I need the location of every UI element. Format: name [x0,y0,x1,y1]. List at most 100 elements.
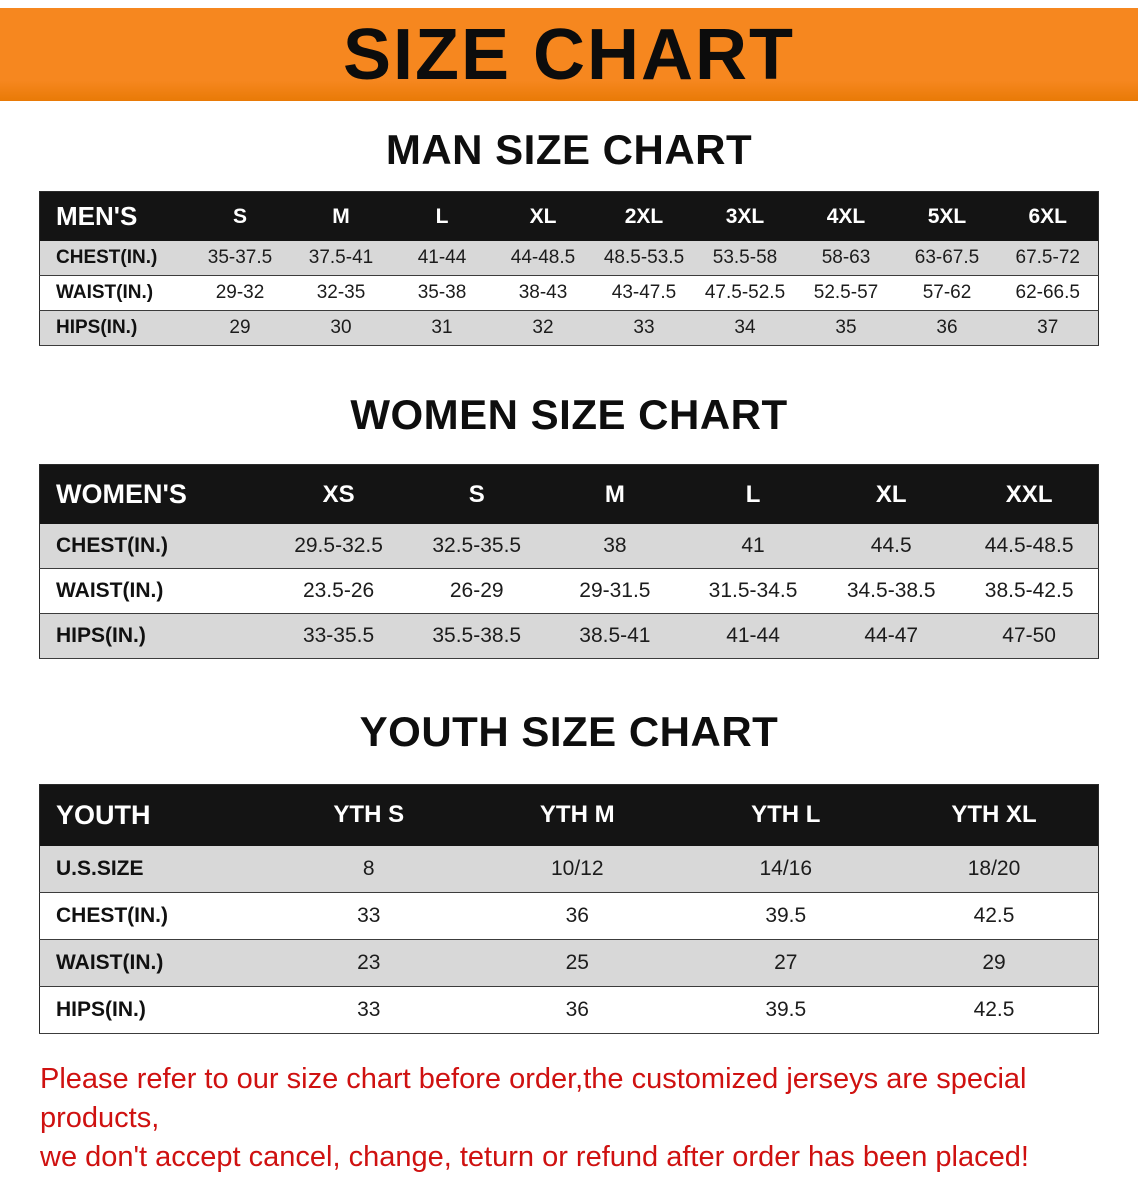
size-value: 32.5-35.5 [432,534,522,558]
size-column-header: L [391,191,493,242]
table-row: CHEST(IN.) 35-37.5 37.5-41 41-44 44-48.5 48.5… [39,241,1099,276]
size-value: 43-47.5 [611,282,677,304]
disclaimer-line-2: we don't accept cancel, change, teturn o… [40,1140,1029,1173]
size-value: 30 [330,317,352,339]
size-value: 39.5 [765,903,807,927]
size-column-header: S [189,191,291,242]
row-label: HIPS(IN.) [56,997,146,1021]
table-row: U.S.SIZE 8 10/12 14/16 18/20 [39,845,1099,893]
row-label: U.S.SIZE [56,856,144,880]
size-column-header: 5XL [896,191,998,242]
size-value: 38.5-42.5 [984,579,1074,603]
size-value: 47-50 [1002,624,1056,648]
size-column-header: XS [269,464,408,525]
size-value: 36 [936,317,958,339]
size-column-header: 2XL [593,191,695,242]
size-value: 44-47 [864,624,919,648]
men-section: MAN SIZE CHART MEN'S S M L XL 2XL 3XL 4XL 5XL 6XL… [0,126,1138,347]
table-corner-label: YOUTH [39,784,265,846]
row-label: WAIST(IN.) [56,950,164,974]
size-value: 47.5-52.5 [704,282,786,304]
table-header-row: MEN'S S M L XL 2XL 3XL 4XL 5XL 6XL [39,191,1099,242]
size-column-header: 4XL [795,191,897,242]
row-label: CHEST(IN.) [56,247,158,269]
size-column-header: YTH S [264,784,473,846]
size-value: 57-62 [922,282,972,304]
size-column-header: YTH M [473,784,682,846]
size-column-header: XL [492,191,594,242]
page-title: SIZE CHART [343,14,795,95]
youth-section: YOUTH SIZE CHART YOUTH YTH S YTH M YTH L YTH… [0,708,1138,1034]
size-value: 23.5-26 [302,579,375,603]
table-row: WAIST(IN.) 23 25 27 29 [39,939,1099,987]
table-corner-label: MEN'S [39,191,190,242]
size-column-header: 3XL [694,191,796,242]
size-column-header: YTH XL [890,784,1099,846]
size-value: 29-31.5 [579,579,651,603]
women-size-table: WOMEN'S XS S M L XL XXL CHEST(IN.) 29.5-32.5 32.5… [39,464,1099,660]
size-value: 8 [362,856,375,880]
table-row: HIPS(IN.) 33-35.5 35.5-38.5 38.5-41 41-44 44-… [39,613,1099,659]
size-value: 36 [565,903,589,927]
disclaimer-line-1: Please refer to our size chart before or… [40,1062,1027,1134]
size-value: 35-37.5 [207,247,273,269]
size-column-header: XXL [960,464,1099,525]
size-value: 42.5 [973,997,1015,1021]
size-value: 44.5-48.5 [984,534,1074,558]
table-row: WAIST(IN.) 23.5-26 26-29 29-31.5 31.5-34.5 34… [39,568,1099,614]
table-row: HIPS(IN.) 33 36 39.5 42.5 [39,986,1099,1034]
size-value: 27 [774,950,798,974]
size-value: 38.5-41 [579,624,651,648]
row-label: HIPS(IN.) [56,624,146,648]
youth-size-chart-heading: YOUTH SIZE CHART [359,708,779,756]
size-value: 35.5-38.5 [432,624,522,648]
size-column-header: M [545,464,684,525]
size-value: 34.5-38.5 [846,579,936,603]
size-value: 23 [357,950,381,974]
size-value: 58-63 [821,247,871,269]
size-value: 33 [357,997,381,1021]
size-column-header: M [290,191,392,242]
size-value: 48.5-53.5 [603,247,685,269]
size-value: 41-44 [726,624,780,648]
women-size-chart-heading: WOMEN SIZE CHART [350,391,788,439]
size-value: 36 [565,997,589,1021]
size-value: 18/20 [967,856,1021,880]
size-value: 35-38 [417,282,467,304]
size-value: 29.5-32.5 [294,534,383,558]
size-value: 25 [565,950,589,974]
table-row: WAIST(IN.) 29-32 32-35 35-38 38-43 43-47.5 47.… [39,275,1099,311]
size-value: 38-43 [518,282,568,304]
size-value: 44.5 [870,534,912,558]
size-value: 41 [741,534,765,558]
youth-size-table: YOUTH YTH S YTH M YTH L YTH XL U.S.SIZE 8 10/12… [39,783,1099,1034]
size-value: 14/16 [759,856,813,880]
size-value: 37.5-41 [308,247,374,269]
size-value: 33 [357,903,381,927]
size-value: 39.5 [765,997,807,1021]
size-column-header: L [683,464,823,525]
size-value: 41-44 [417,247,467,269]
size-value: 32 [532,317,554,339]
size-value: 26-29 [449,579,504,603]
row-label: CHEST(IN.) [56,903,168,927]
size-value: 34 [734,317,756,339]
table-row: HIPS(IN.) 29 30 31 32 33 34 35 36 37 [39,310,1099,346]
disclaimer: Please refer to our size chart before or… [40,1060,1118,1177]
table-header-row: WOMEN'S XS S M L XL XXL [39,464,1099,525]
row-label: HIPS(IN.) [56,317,138,339]
table-header-row: YOUTH YTH S YTH M YTH L YTH XL [39,784,1099,846]
size-value: 29-32 [215,282,265,304]
size-value: 10/12 [550,856,604,880]
size-value: 38 [603,534,627,558]
size-value: 52.5-57 [813,282,879,304]
size-chart-banner: SIZE CHART [0,8,1138,101]
size-value: 67.5-72 [1015,247,1080,269]
size-value: 33 [633,317,655,339]
row-label: CHEST(IN.) [56,534,168,558]
row-label: WAIST(IN.) [56,579,164,603]
size-column-header: 6XL [997,191,1099,242]
row-label: WAIST(IN.) [56,282,154,304]
size-value: 29 [229,317,251,339]
